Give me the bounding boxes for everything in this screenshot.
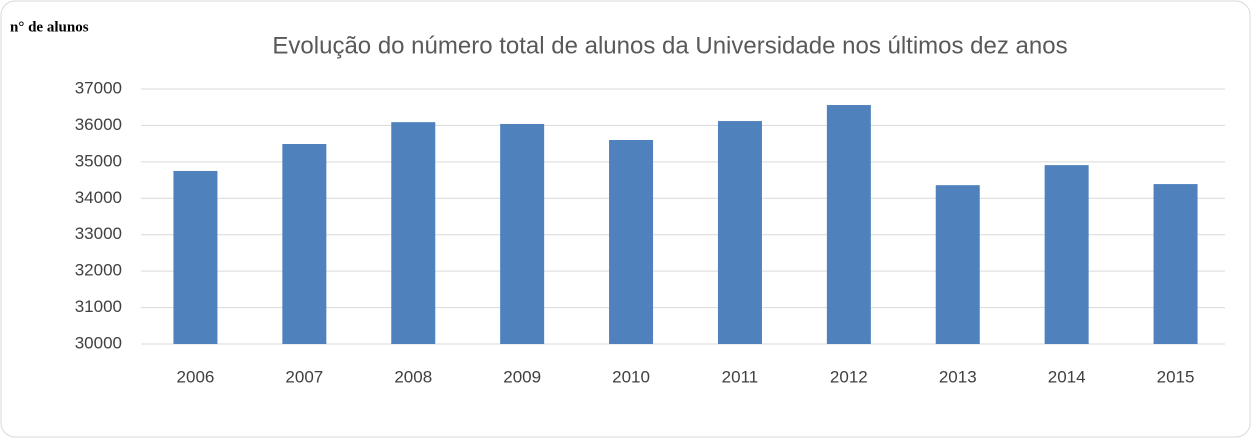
- x-tick-label: 2010: [612, 367, 650, 386]
- y-axis-label: n° de alunos: [10, 19, 89, 35]
- bar: [1044, 165, 1089, 344]
- x-tick-label: 2014: [1048, 367, 1086, 386]
- y-tick-label: 33000: [75, 224, 122, 243]
- y-tick-label: 30000: [75, 333, 122, 352]
- y-tick-label: 34000: [75, 188, 122, 207]
- y-tick-label: 37000: [75, 78, 122, 97]
- x-tick-label: 2007: [285, 367, 323, 386]
- x-tick-label: 2006: [177, 367, 215, 386]
- x-tick-label: 2011: [722, 367, 759, 386]
- y-tick-label: 35000: [75, 151, 122, 170]
- bar: [935, 185, 980, 344]
- x-tick-label: 2015: [1157, 367, 1195, 386]
- y-tick-label: 36000: [75, 115, 122, 134]
- y-tick-label: 31000: [75, 297, 122, 316]
- bar: [282, 144, 327, 344]
- x-tick-label: 2008: [394, 367, 432, 386]
- bar: [500, 123, 545, 344]
- y-tick-label: 32000: [75, 261, 122, 280]
- bar: [173, 170, 218, 344]
- x-tick-label: 2012: [830, 367, 868, 386]
- bar: [609, 140, 654, 344]
- chart-title: Evolução do número total de alunos da Un…: [272, 32, 1067, 59]
- x-tick-label: 2013: [939, 367, 977, 386]
- bar: [717, 121, 762, 344]
- bar: [826, 105, 871, 345]
- bar: [391, 122, 436, 345]
- bar: [1153, 184, 1198, 344]
- x-tick-label: 2009: [503, 367, 541, 386]
